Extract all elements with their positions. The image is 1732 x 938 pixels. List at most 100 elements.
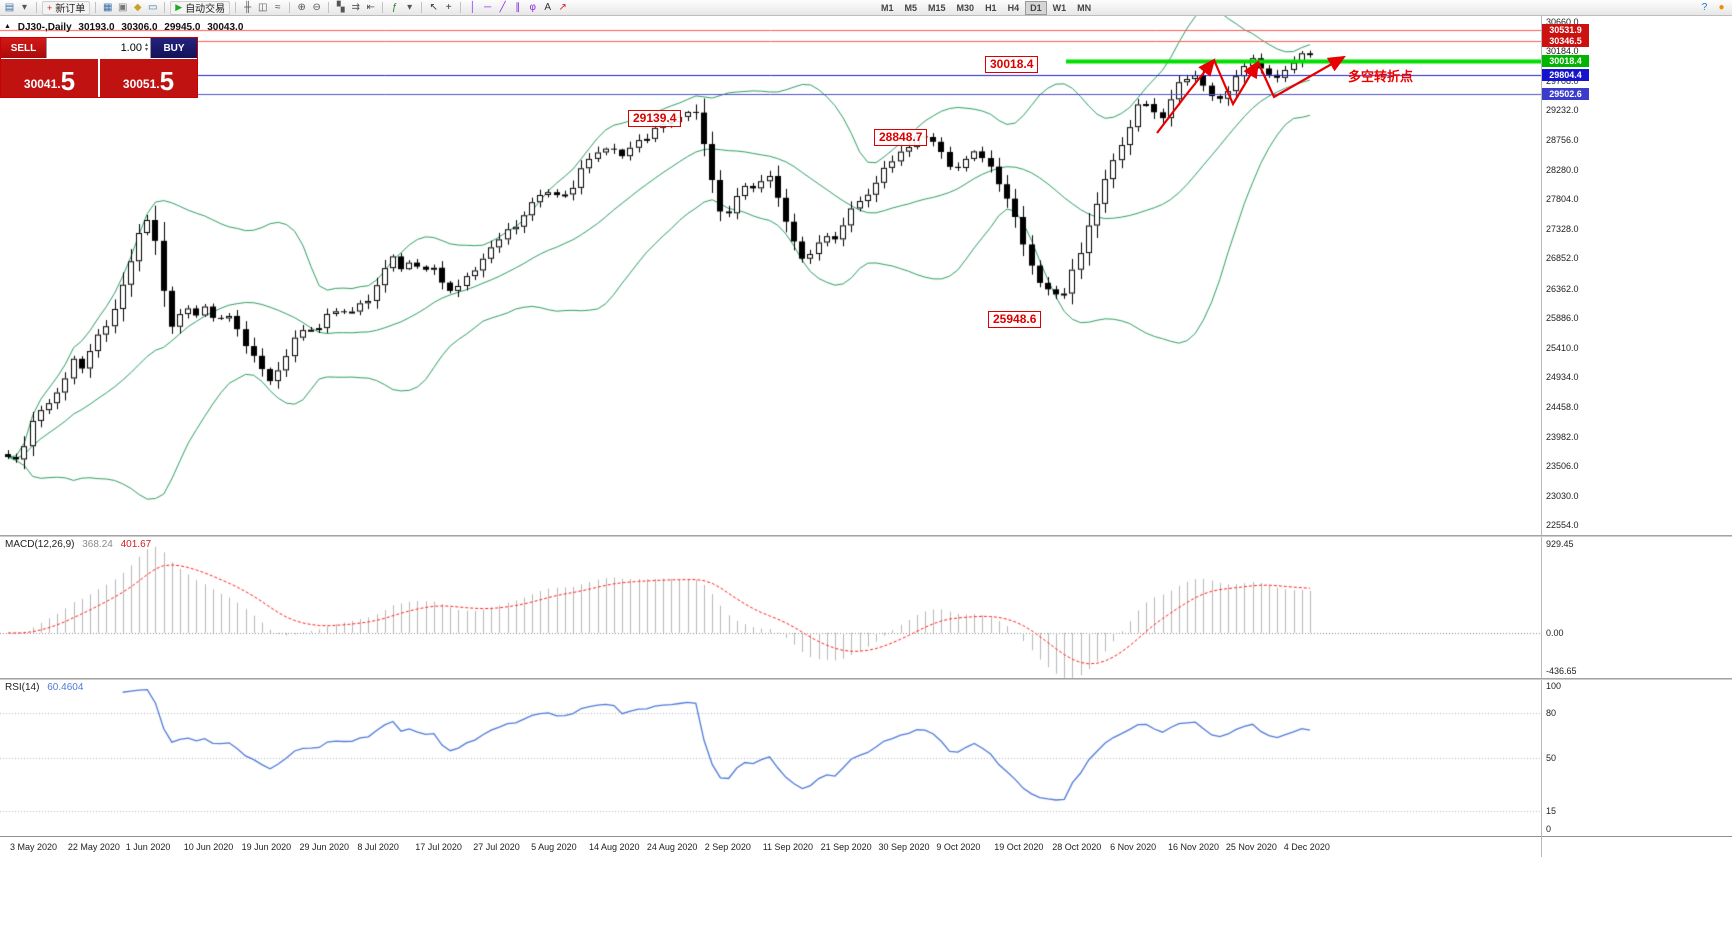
date-label: 27 Jul 2020 (473, 842, 520, 852)
date-label: 25 Nov 2020 (1225, 842, 1277, 852)
zoom-out-icon[interactable]: ⊖ (312, 2, 321, 13)
price-tick: 24934.0 (1546, 372, 1579, 383)
date-label: 21 Sep 2020 (820, 842, 872, 852)
indicators-dropdown-icon[interactable]: ▾ (407, 2, 413, 13)
mql5-community-icon[interactable]: ● (1718, 2, 1725, 13)
timeframe-h4-button[interactable]: H4 (1007, 3, 1020, 13)
panel-splitter[interactable] (0, 678, 1732, 680)
fibonacci-icon[interactable]: φ (529, 2, 536, 13)
date-label: 11 Sep 2020 (762, 842, 814, 852)
chart-high-value: 30306.0 (121, 22, 158, 33)
sell-button[interactable]: SELL (1, 38, 46, 58)
price-line-tag: 29502.6 (1542, 87, 1589, 100)
price-line-tag: 30018.4 (1542, 55, 1589, 68)
price-tick: 24458.0 (1546, 402, 1579, 413)
price-tick: 26852.0 (1546, 253, 1579, 264)
turning-point-note[interactable]: 多空转折点 (1348, 69, 1414, 84)
buy-price-pip: 5 (159, 66, 175, 96)
volume-down-button[interactable]: ▾ (144, 47, 148, 53)
terminal-icon[interactable]: ▭ (148, 2, 158, 13)
candlestick-chart-icon[interactable]: ◫ (257, 2, 268, 13)
date-label: 30 Sep 2020 (878, 842, 930, 852)
date-label: 9 Oct 2020 (936, 842, 981, 852)
arrows-icon[interactable]: ↗ (558, 2, 567, 13)
timeframe-m1-button[interactable]: M1 (881, 3, 894, 13)
toolbar-separator (460, 2, 462, 13)
panel-splitter[interactable] (0, 535, 1732, 537)
price-tick: 28280.0 (1546, 164, 1579, 175)
auto-scroll-icon[interactable]: ⇉ (351, 2, 360, 13)
buy-price-box[interactable]: 30051. 5 (100, 59, 197, 97)
chart-dropdown-icon[interactable]: ▾ (21, 2, 28, 13)
navigator-icon[interactable]: ◆ (133, 2, 142, 13)
date-label: 14 Aug 2020 (589, 842, 640, 852)
buy-button[interactable]: BUY (151, 38, 197, 58)
chart-icon: ▲ (4, 23, 11, 30)
price-tick: 27328.0 (1546, 223, 1579, 234)
price-annotation[interactable]: 28848.7 (874, 129, 928, 146)
date-axis[interactable]: 3 May 2020 22 May 2020 1 Jun 2020 10 Jun 20… (0, 836, 1732, 857)
volume-field[interactable]: 1.00 ▴ ▾ (46, 38, 151, 58)
sell-price-box[interactable]: 30041. 5 (1, 59, 98, 97)
new-order-icon: + (47, 2, 53, 13)
timeframe-m30-button[interactable]: M30 (956, 3, 975, 13)
rsi-level-tick: 100 (1546, 681, 1562, 691)
autotrade-button-label: 自动交易 (185, 4, 226, 15)
toolbar-separator (328, 2, 330, 13)
date-label: 19 Jun 2020 (241, 842, 292, 852)
horizontal-line-icon[interactable]: ─ (484, 2, 492, 13)
rsi-canvas[interactable] (0, 680, 1541, 836)
trendline-icon[interactable]: ╱ (499, 2, 506, 13)
rsi-value: 60.4604 (47, 682, 84, 693)
indicators-icon[interactable]: ƒ (391, 2, 398, 13)
toolbar-separator (36, 2, 37, 13)
autotrade-button[interactable]: ▶ 自动交易 (170, 0, 231, 15)
price-tick: 29232.0 (1546, 105, 1579, 116)
volume-up-button[interactable]: ▴ (144, 42, 148, 48)
date-label: 2 Sep 2020 (704, 842, 751, 852)
timeframe-d1-button[interactable]: D1 (1025, 1, 1047, 15)
rsi-panel[interactable]: RSI(14) 60.4604 100 80 50 15 0 (0, 680, 1732, 836)
price-tick: 25410.0 (1546, 342, 1579, 353)
new-chart-icon[interactable]: ▤ (4, 2, 15, 13)
date-label: 19 Oct 2020 (994, 842, 1044, 852)
price-line-tag: 29804.4 (1542, 68, 1589, 81)
toolbar-separator (235, 2, 237, 13)
help-icon[interactable]: ? (1701, 2, 1708, 13)
toolbar: ▤ ▾ + 新订单 ▦ ▣ ◆ ▭ ▶ 自动交易 ╫ ◫ ≈ ⊕ ⊖ ▚ ⇉ ⇤ ƒ ▾ ↖ + │ ─ ╱ ∥ φ A ↗ M1 M5 M1… (0, 0, 1732, 16)
timeframe-mn-button[interactable]: MN (1077, 3, 1092, 13)
channel-icon[interactable]: ∥ (515, 2, 521, 13)
date-label: 17 Jul 2020 (415, 842, 462, 852)
timeframe-m5-button[interactable]: M5 (904, 3, 918, 13)
date-label: 6 Nov 2020 (1110, 842, 1157, 852)
price-annotation[interactable]: 30018.4 (985, 56, 1039, 73)
scale-divider-line (1541, 16, 1542, 857)
price-annotation[interactable]: 25948.6 (988, 311, 1042, 328)
bar-chart-icon[interactable]: ╫ (244, 2, 252, 13)
timeframe-m15-button[interactable]: M15 (928, 3, 946, 13)
text-icon[interactable]: A (544, 2, 552, 13)
crosshair-icon[interactable]: + (445, 2, 452, 13)
market-watch-icon[interactable]: ▦ (103, 2, 113, 13)
main-chart-panel[interactable]: ▲ DJ30-,Daily 30193.0 30306.0 29945.0 30… (0, 16, 1732, 535)
timeframe-group: M1 M5 M15 M30 H1 H4 D1 W1 MN (876, 1, 1096, 15)
chart-open-value: 30193.0 (78, 22, 115, 33)
tile-windows-icon[interactable]: ▚ (336, 2, 345, 13)
line-chart-icon[interactable]: ≈ (274, 2, 281, 13)
price-annotation[interactable]: 29139.4 (628, 110, 682, 127)
cursor-icon[interactable]: ↖ (429, 2, 438, 13)
macd-max-tick: 929.45 (1546, 539, 1574, 549)
timeframe-w1-button[interactable]: W1 (1052, 3, 1067, 13)
macd-canvas[interactable] (0, 537, 1541, 678)
timeframe-h1-button[interactable]: H1 (985, 3, 997, 13)
macd-panel[interactable]: MACD(12,26,9) 368.24 401.67 929.45 0.00 -4… (0, 537, 1732, 678)
zoom-in-icon[interactable]: ⊕ (297, 2, 306, 13)
date-label: 22 May 2020 (67, 842, 120, 852)
new-order-button[interactable]: + 新订单 (42, 0, 91, 15)
vertical-line-icon[interactable]: │ (469, 2, 476, 13)
chart-symbol-period: DJ30-,Daily (17, 22, 72, 33)
chart-shift-icon[interactable]: ⇤ (366, 2, 375, 13)
price-chart-canvas[interactable] (0, 16, 1541, 535)
data-window-icon[interactable]: ▣ (118, 2, 128, 13)
